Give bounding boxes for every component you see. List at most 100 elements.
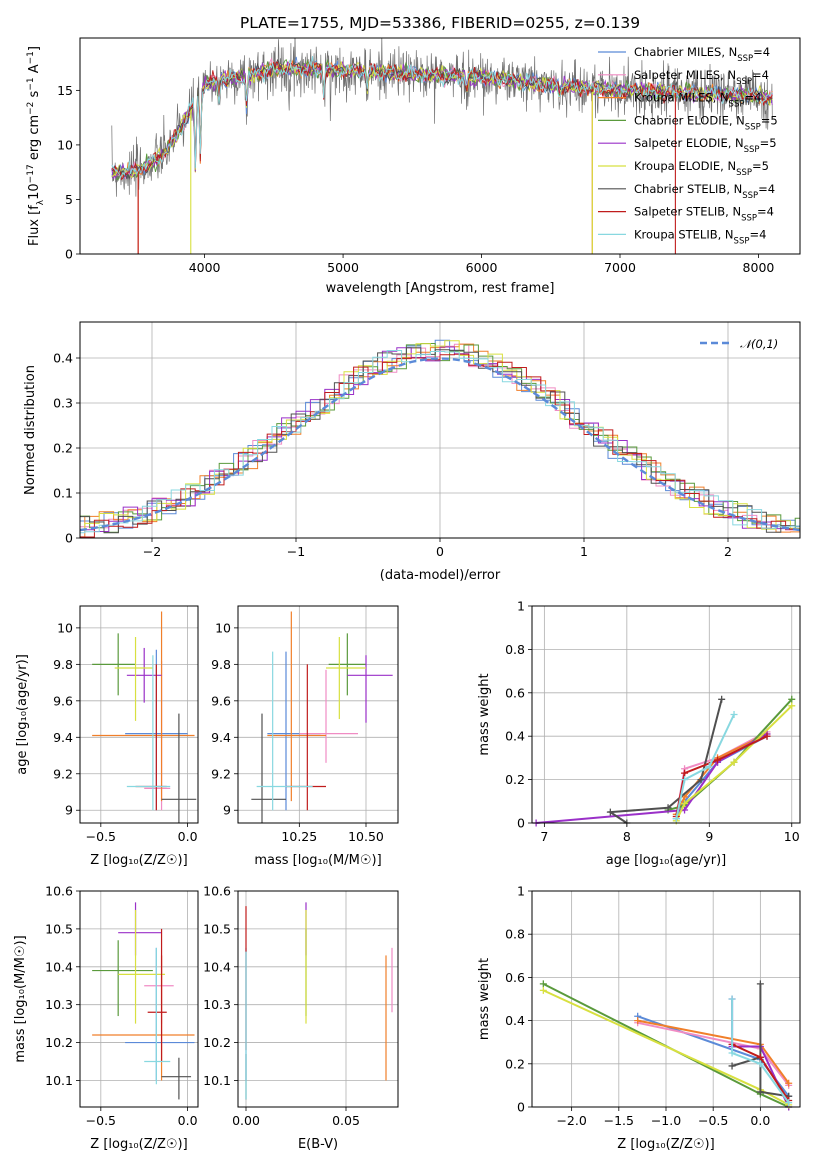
error-bar-point [161,713,197,823]
error-bar-point [114,637,153,721]
mass-weight-marker [606,808,614,816]
x-tick-label: 8 [623,829,631,844]
y-tick-label: 9.4 [211,730,231,745]
mass-weight-marker [714,756,722,764]
error-bar-point [347,655,393,723]
age-vs-metallicity-panel: −0.5 0.0 9 9.2 9.4 9.6 9.8 10 Z [log₁₀(Z/Z☉)] age… [15,605,199,868]
y-tick-label: 10.2 [45,1035,73,1050]
x-tick-label: −0.5 [86,829,116,844]
error-bar-point [92,940,153,1017]
x-tick-label: 0.0 [178,1113,198,1128]
y-tick-label: 9.2 [53,766,73,781]
y-tick-label: 10.5 [45,921,73,936]
axes-frame [79,321,801,539]
mass-weight-vs-metallicity-panel: −2.0 −1.5 −1.0 −0.5 0.0 0 0.2 0.4 0.6 0.8 1 Z [log₁… [477,884,801,1152]
mass-weight-line [731,999,790,1104]
x-tick-label: 0.0 [750,1113,770,1128]
x-axis-label: mass [log₁₀(M/M☉)] [254,853,381,868]
axes-frame [237,890,399,1108]
x-tick-label: 6000 [466,260,498,275]
mass-weight-marker [681,776,689,784]
mass-weight-marker [718,695,726,703]
residual-histogram [80,350,800,534]
y-axis-label: Normed distribution [23,365,38,495]
mass-weight-marker [539,980,547,988]
x-tick-label: 2 [724,544,732,559]
y-tick-label: 9.8 [53,657,73,672]
mass-weight-marker [705,763,713,771]
mass-weight-line [675,705,793,822]
y-tick-label: 10 [57,620,73,635]
error-bar-point [126,655,171,811]
x-tick-label: −0.5 [86,1113,116,1128]
y-tick-label: 5 [65,192,73,207]
error-bar-point [267,611,326,802]
y-tick-label: 9.6 [53,693,73,708]
axes-frame [531,605,801,824]
y-tick-label: 1 [517,599,525,614]
y-tick-label: 0.8 [505,927,525,942]
y-tick-label: 0.4 [53,351,73,366]
mass-weight-vs-age-panel: 7 8 9 10 0 0.2 0.4 0.6 0.8 1 age [log₁₀(age/yr)] ma… [477,599,801,868]
y-tick-label: 0.2 [53,441,73,456]
x-tick-label: −2 [143,544,161,559]
x-tick-label: 0.0 [178,829,198,844]
y-axis-label: mass weight [477,673,492,755]
error-bar-point [251,713,286,823]
residuals-panel: −2 −1 0 1 2 0 0.1 0.2 0.3 0.4 (data-model)/error No… [23,321,801,583]
y-tick-label: 9.4 [53,730,73,745]
axes-frame [79,890,199,1108]
x-tick-label: −0.5 [698,1113,728,1128]
x-tick-label: 7000 [604,260,636,275]
x-tick-label: 10.25 [281,829,317,844]
x-axis-label: (data-model)/error [380,568,501,583]
x-axis-label: wavelength [Angstrom, rest frame] [326,281,555,296]
x-axis-label: E(B-V) [298,1137,338,1152]
x-tick-label: 10.50 [348,829,384,844]
x-tick-label: 0 [436,544,444,559]
mass-weight-marker [756,980,764,988]
figure-title: PLATE=1755, MJD=53386, FIBERID=0255, z=0… [240,14,640,32]
mass-weight-marker [539,986,547,994]
y-tick-label: 0.2 [505,772,525,787]
mass-weight-marker [664,804,672,812]
mass-weight-marker [785,1079,793,1087]
y-tick-label: 0.6 [505,685,525,700]
mass-weight-marker [728,1062,736,1070]
gaussian-reference-curve [79,357,801,532]
mass-weight-marker [634,1017,642,1025]
mass-weight-marker [681,799,689,807]
axes-frame [79,605,199,824]
y-tick-label: 10.2 [203,1035,231,1050]
mass-weight-marker [756,1053,764,1061]
x-tick-label: −2.0 [556,1113,586,1128]
y-tick-label: 0.3 [53,396,73,411]
x-tick-label: −1 [287,544,305,559]
mass-weight-marker [788,702,796,710]
y-axis-label: Flux [fλ10−17 erg cm−2 s−1 A−1] [26,46,46,246]
y-axis-label: mass weight [477,958,492,1040]
mass-weight-marker [672,815,680,823]
mass-weight-marker [756,1060,764,1068]
error-bar-point [92,611,195,802]
model-spectrum-line [111,55,773,179]
y-tick-label: 10.6 [203,884,231,899]
y-tick-label: 10.4 [203,959,231,974]
error-bar-point [144,947,171,1085]
y-axis-label: mass [log₁₀(M/M☉)] [13,935,28,1062]
mass-weight-marker [785,1099,793,1107]
y-tick-label: 9.6 [211,693,231,708]
axes-frame [79,37,801,255]
y-tick-label: 10.3 [203,997,231,1012]
axes-frame [237,605,399,824]
x-axis-label: Z [log₁₀(Z/Z☉)] [617,1137,714,1152]
y-tick-label: 10.1 [45,1073,73,1088]
x-tick-label: 4000 [189,260,221,275]
mass-weight-line [675,714,735,819]
y-tick-label: 0.8 [505,642,525,657]
y-tick-label: 0.6 [505,970,525,985]
x-tick-label: −1.0 [651,1113,681,1128]
mass-weight-marker [756,1088,764,1096]
y-tick-label: 10.6 [45,884,73,899]
error-bar-point [328,633,366,696]
